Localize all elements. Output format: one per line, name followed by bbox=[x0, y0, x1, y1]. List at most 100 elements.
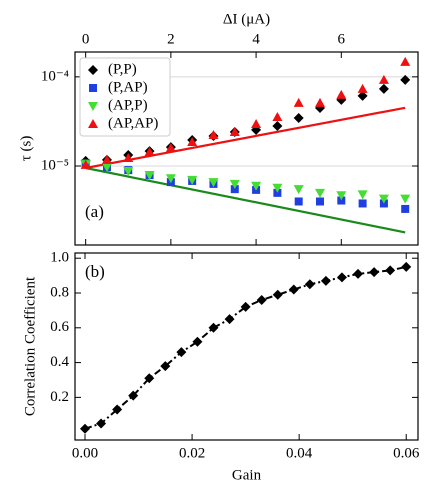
marker bbox=[187, 175, 198, 185]
marker bbox=[357, 190, 368, 200]
y-tick-label: 10⁻⁴ bbox=[41, 68, 69, 84]
marker bbox=[165, 174, 176, 184]
marker bbox=[187, 136, 198, 146]
marker bbox=[230, 185, 239, 194]
marker bbox=[273, 188, 282, 197]
legend-label: (AP,AP) bbox=[108, 115, 158, 131]
marker bbox=[88, 102, 98, 111]
marker bbox=[315, 97, 325, 107]
marker bbox=[293, 97, 304, 107]
marker bbox=[251, 181, 262, 191]
annotation: (a) bbox=[85, 202, 104, 221]
marker bbox=[272, 183, 283, 193]
marker bbox=[128, 390, 139, 401]
marker bbox=[378, 194, 389, 204]
marker bbox=[112, 404, 123, 415]
marker bbox=[378, 74, 389, 84]
marker bbox=[80, 159, 91, 169]
marker bbox=[96, 418, 107, 429]
series-line bbox=[84, 265, 407, 430]
marker bbox=[88, 119, 98, 128]
marker bbox=[229, 179, 240, 189]
marker bbox=[144, 146, 155, 156]
marker bbox=[229, 126, 240, 136]
fit-line bbox=[85, 166, 406, 234]
legend-box bbox=[79, 57, 171, 137]
x-tick-label: 0 bbox=[82, 31, 90, 47]
marker bbox=[288, 284, 299, 295]
marker bbox=[272, 111, 283, 121]
marker bbox=[251, 118, 262, 128]
marker bbox=[401, 261, 412, 272]
marker bbox=[316, 197, 324, 206]
plot-frame bbox=[74, 252, 419, 441]
legend-label: (P,AP) bbox=[108, 79, 148, 95]
marker bbox=[192, 336, 203, 347]
marker bbox=[208, 178, 219, 188]
marker bbox=[256, 294, 267, 305]
x-axis-label: ΔI (μA) bbox=[223, 11, 270, 27]
marker bbox=[358, 199, 367, 208]
x-tick-label: 2 bbox=[167, 31, 175, 47]
y-tick-label: 0.6 bbox=[50, 319, 69, 335]
marker bbox=[208, 322, 219, 333]
marker bbox=[224, 314, 235, 325]
marker bbox=[353, 268, 364, 279]
x-axis-label: Gain bbox=[232, 467, 262, 483]
x-tick-label: 0.04 bbox=[286, 445, 313, 461]
marker bbox=[336, 89, 347, 99]
marker bbox=[315, 188, 325, 198]
marker bbox=[123, 152, 134, 162]
x-tick-label: 0.02 bbox=[179, 445, 205, 461]
y-tick-label: 0.4 bbox=[50, 354, 69, 370]
legend-label: (AP,P) bbox=[108, 97, 148, 113]
y-tick-label: 0.2 bbox=[50, 389, 69, 405]
marker bbox=[240, 301, 251, 312]
y-tick-label: 0.8 bbox=[50, 284, 69, 300]
y-axis-label: τ (s) bbox=[18, 136, 34, 162]
marker bbox=[272, 289, 283, 300]
fit-line bbox=[85, 106, 406, 170]
marker bbox=[385, 265, 396, 276]
marker bbox=[378, 83, 389, 94]
marker bbox=[272, 121, 283, 132]
marker bbox=[293, 112, 304, 123]
marker bbox=[336, 191, 347, 201]
marker bbox=[369, 267, 380, 278]
marker bbox=[101, 163, 112, 173]
y-tick-label: 1.0 bbox=[50, 250, 69, 266]
marker bbox=[401, 204, 410, 213]
marker bbox=[400, 56, 411, 66]
y-tick-label: 10⁻⁵ bbox=[41, 157, 69, 173]
marker bbox=[123, 166, 134, 176]
marker bbox=[337, 196, 346, 205]
x-tick-label: 4 bbox=[252, 31, 260, 47]
marker bbox=[304, 279, 315, 290]
marker bbox=[293, 185, 304, 195]
x-tick-label: 0.06 bbox=[393, 445, 420, 461]
marker bbox=[294, 197, 303, 206]
marker bbox=[88, 65, 98, 75]
annotation: (b) bbox=[85, 262, 105, 281]
marker bbox=[80, 423, 91, 434]
marker bbox=[357, 83, 368, 93]
marker bbox=[165, 143, 176, 153]
marker bbox=[336, 272, 347, 283]
marker bbox=[89, 84, 97, 92]
marker bbox=[160, 361, 171, 372]
marker bbox=[320, 275, 331, 286]
marker bbox=[144, 171, 155, 181]
marker bbox=[208, 129, 219, 139]
plot-frame bbox=[74, 51, 419, 246]
x-tick-label: 6 bbox=[338, 31, 346, 47]
marker bbox=[357, 90, 368, 101]
x-tick-label: 0.00 bbox=[72, 445, 98, 461]
legend-label: (P,P) bbox=[108, 61, 137, 77]
marker bbox=[101, 154, 112, 164]
y-axis-label: Correlation Coefficient bbox=[22, 276, 38, 416]
marker bbox=[144, 373, 155, 384]
marker bbox=[400, 74, 411, 85]
marker bbox=[176, 347, 187, 358]
marker bbox=[400, 194, 411, 204]
